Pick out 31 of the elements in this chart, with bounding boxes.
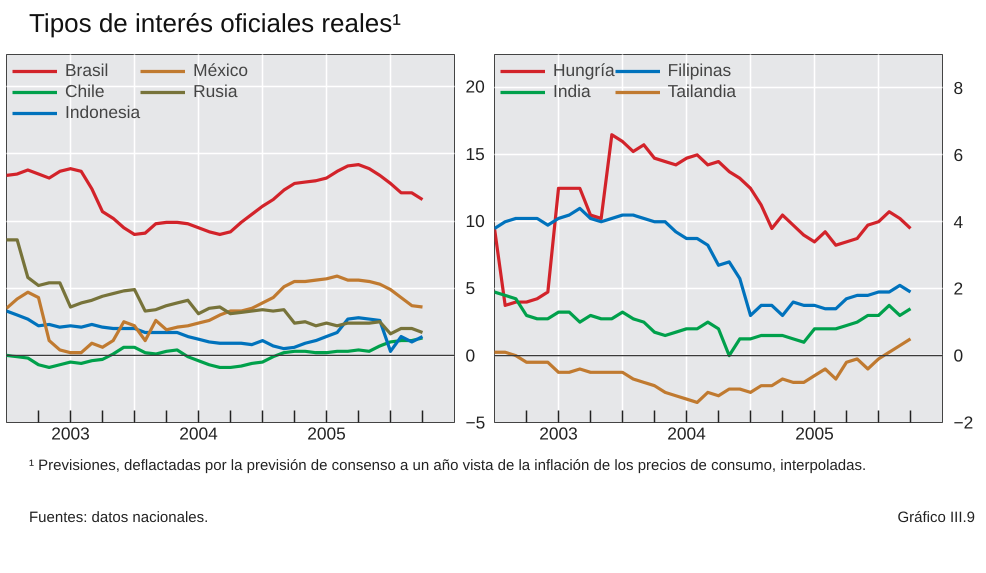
x-tick-label: 2003 xyxy=(539,424,578,444)
y-tick-label: 0 xyxy=(466,345,476,366)
x-tick-label: 2005 xyxy=(795,424,834,444)
y-tick-label: 4 xyxy=(954,212,964,232)
legend-label: Indonesia xyxy=(65,102,140,123)
text: ¹ Previsiones, deflactadas por la previsión de consenso a un año vista de la inflación de los precios de consumo, interpoladas. xyxy=(29,456,866,476)
y-tick-label: 6 xyxy=(954,144,964,165)
legend-label: Brasil xyxy=(65,60,108,81)
y-tick-label: 15 xyxy=(466,144,485,164)
legend-label: India xyxy=(553,81,591,102)
legend-label: Rusia xyxy=(193,81,238,102)
legend-label: Tailandia xyxy=(668,81,736,102)
chart-title: Tipos de interés oficiales reales¹ xyxy=(29,7,401,40)
legend-label: Chile xyxy=(65,81,104,102)
source-note: Fuentes: datos nacionales. xyxy=(29,508,208,528)
y-tick-label: 5 xyxy=(466,278,476,298)
text: Gráfico III.9 xyxy=(897,508,975,528)
legend-label: Filipinas xyxy=(668,60,732,81)
y-tick-label: −2 xyxy=(954,412,974,432)
x-tick-label: 2004 xyxy=(179,424,218,444)
x-tick-label: 2003 xyxy=(51,424,90,444)
y-tick-label: −5 xyxy=(466,412,486,432)
x-tick-label: 2005 xyxy=(307,424,346,444)
y-tick-label: 10 xyxy=(466,211,485,232)
y-tick-label: 20 xyxy=(466,76,485,97)
legend-label: México xyxy=(193,60,248,81)
y-tick-label: 0 xyxy=(954,346,964,366)
y-tick-label: 8 xyxy=(954,78,964,98)
legend-label: Hungría xyxy=(553,60,615,81)
x-tick-label: 2004 xyxy=(667,424,706,444)
y-tick-label: 2 xyxy=(954,278,964,299)
